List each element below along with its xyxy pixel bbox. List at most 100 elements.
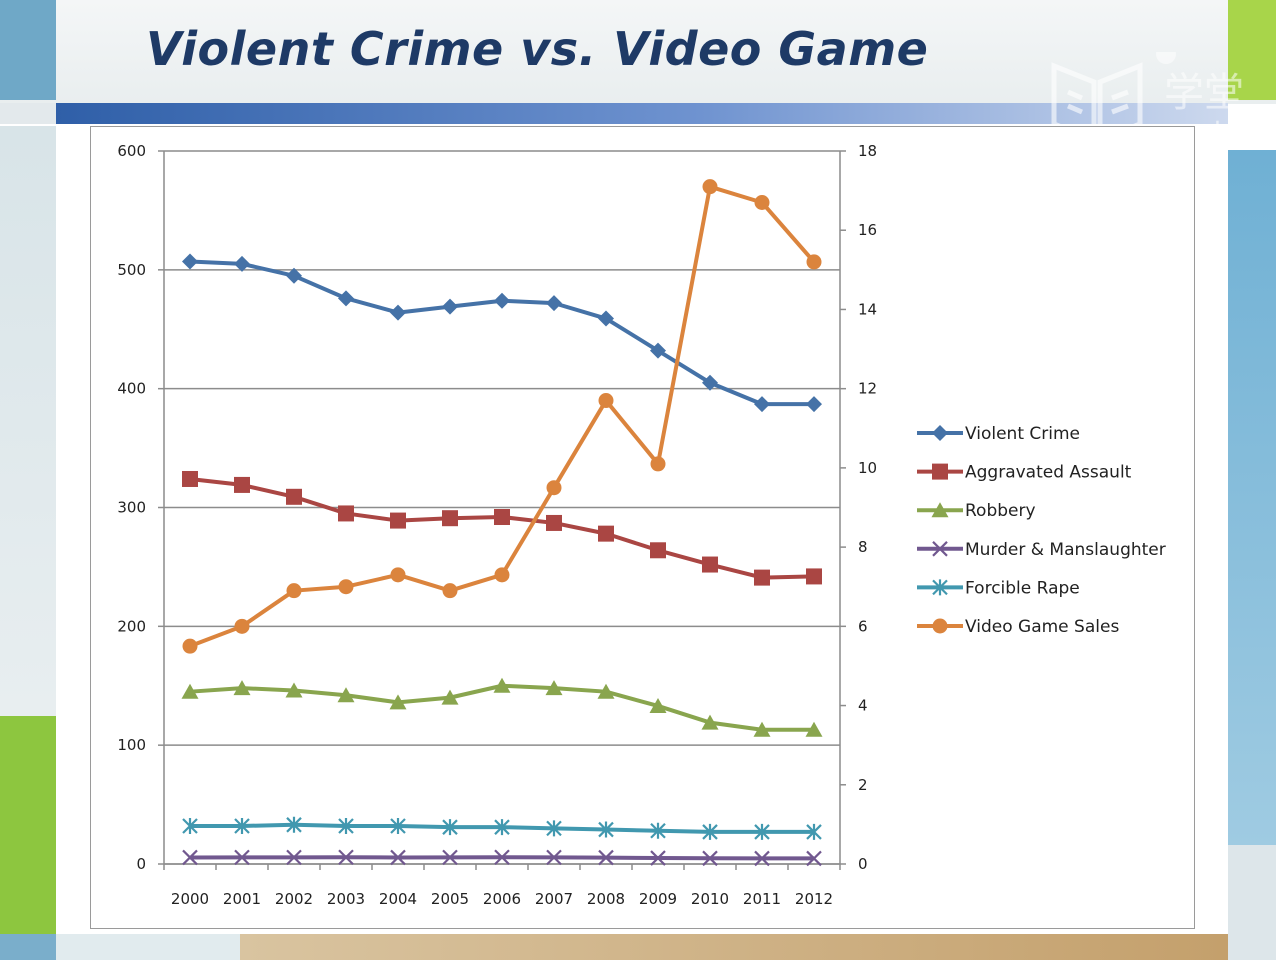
data-point-violent-crime: [754, 396, 770, 413]
legend-item-aggravated-assault: Aggravated Assault: [917, 463, 1132, 483]
data-point-violent-crime: [702, 374, 718, 391]
data-point-aggravated-assault: [338, 505, 354, 522]
data-point-video-game-sales: [754, 194, 770, 210]
blue-band: [56, 103, 1228, 124]
data-point-murder-manslaughter: [754, 850, 770, 867]
data-point-violent-crime: [182, 253, 198, 270]
series-line-aggravated-assault: [189, 476, 815, 580]
legend-marker-robbery: [931, 502, 949, 518]
series-video-game-sales: [182, 179, 822, 654]
x-tick-label: 2008: [587, 890, 625, 908]
y-right-tick-label: 8: [858, 538, 868, 556]
series-line-violent-crime: [189, 259, 814, 407]
data-point-violent-crime: [598, 310, 614, 327]
legend-label-robbery: Robbery: [965, 501, 1036, 521]
x-tick-label: 2011: [743, 890, 781, 908]
data-point-murder-manslaughter: [390, 849, 406, 866]
data-point-robbery: [389, 694, 407, 710]
data-point-robbery: [649, 697, 667, 713]
data-point-video-game-sales: [182, 638, 198, 654]
y-right-tick-label: 12: [858, 380, 877, 398]
data-point-robbery: [753, 721, 771, 737]
data-point-forcible-rape: [182, 817, 198, 834]
data-point-robbery: [337, 687, 355, 703]
data-point-violent-crime: [494, 292, 510, 309]
data-point-aggravated-assault: [442, 510, 458, 527]
data-point-violent-crime: [806, 396, 822, 413]
y-left-tick-label: 400: [117, 380, 146, 398]
data-point-forcible-rape: [598, 821, 614, 838]
x-tick-label: 2003: [327, 890, 365, 908]
y-left-tick-label: 500: [117, 261, 146, 279]
data-point-forcible-rape: [754, 823, 770, 840]
y-left-tick-label: 600: [117, 142, 146, 160]
background-top-band: [0, 0, 1276, 104]
right-bar-mid: [1228, 150, 1276, 845]
data-point-video-game-sales: [650, 456, 666, 472]
legend-marker-video-game-sales: [932, 618, 948, 634]
blue-band-left: [0, 103, 56, 124]
series-violent-crime: [182, 253, 822, 413]
legend-item-robbery: Robbery: [917, 501, 1036, 521]
legend-label-aggravated-assault: Aggravated Assault: [965, 463, 1132, 483]
legend-marker-aggravated-assault: [932, 463, 948, 480]
data-point-forcible-rape: [390, 817, 406, 834]
data-point-video-game-sales: [442, 583, 458, 599]
watermark-chinese-text: 学堂: [1164, 70, 1244, 116]
data-point-forcible-rape: [286, 816, 302, 833]
data-point-robbery: [545, 680, 563, 696]
x-tick-label: 2007: [535, 890, 573, 908]
data-point-violent-crime: [286, 267, 302, 284]
legend-marker-violent-crime: [932, 425, 948, 441]
line-chart: 0 100 200 300 400 500 600 0 2 4 6 8 10 12 14 16 18 2000 20…: [117, 142, 1166, 908]
data-point-murder-manslaughter: [494, 849, 510, 866]
legend-label-forcible-rape: Forcible Rape: [965, 578, 1080, 598]
data-point-murder-manslaughter: [442, 849, 458, 866]
x-tick-label: 2012: [795, 890, 833, 908]
legend-item-forcible-rape: Forcible Rape: [917, 578, 1080, 598]
data-point-forcible-rape: [650, 822, 666, 839]
data-point-robbery: [181, 683, 199, 699]
x-tick-label: 2005: [431, 890, 469, 908]
y-right-tick-label: 16: [858, 221, 877, 239]
y-right-tick-label: 6: [858, 617, 868, 635]
y-left-tick-label: 100: [117, 736, 146, 754]
data-point-violent-crime: [442, 298, 458, 315]
data-point-violent-crime: [390, 304, 406, 321]
left-bar-mid: [0, 126, 56, 716]
data-point-aggravated-assault: [234, 476, 250, 493]
data-point-violent-crime: [650, 342, 666, 359]
x-tick-label: 2006: [483, 890, 521, 908]
data-point-aggravated-assault: [598, 525, 614, 542]
bottom-bar-left: [56, 934, 240, 960]
x-tick-label: 2000: [171, 890, 209, 908]
series-murder-manslaughter: [182, 849, 822, 867]
right-bar-top: [1228, 0, 1276, 100]
data-point-forcible-rape: [806, 823, 822, 840]
data-point-video-game-sales: [286, 583, 302, 599]
y-left-tick-label: 0: [136, 855, 146, 873]
xuetang-logo-icon: [1051, 52, 1176, 144]
legend-label-murder-manslaughter: Murder & Manslaughter: [965, 540, 1166, 560]
data-point-aggravated-assault: [390, 512, 406, 529]
data-point-forcible-rape: [546, 820, 562, 837]
legend-label-violent-crime: Violent Crime: [965, 424, 1080, 444]
x-tick-label: 2010: [691, 890, 729, 908]
chart-frame: 0 100 200 300 400 500 600 0 2 4 6 8 10 12 14 16 18 2000 20…: [90, 126, 1195, 929]
data-point-video-game-sales: [806, 254, 822, 270]
series-aggravated-assault: [182, 470, 822, 586]
x-tick-label: 2004: [379, 890, 417, 908]
data-point-video-game-sales: [494, 567, 510, 583]
data-point-forcible-rape: [702, 823, 718, 840]
legend-item-murder-manslaughter: Murder & Manslaughter: [917, 540, 1166, 560]
y-left-tick-label: 300: [117, 499, 146, 517]
y-left-tick-label: 200: [117, 617, 146, 635]
legend-marker-murder-manslaughter: [932, 541, 948, 557]
data-point-murder-manslaughter: [598, 849, 614, 866]
data-point-robbery: [441, 689, 459, 705]
data-point-violent-crime: [546, 295, 562, 312]
left-bar-green: [0, 716, 56, 934]
data-point-murder-manslaughter: [650, 850, 666, 866]
series-robbery: [181, 677, 823, 737]
data-point-robbery: [493, 677, 511, 693]
